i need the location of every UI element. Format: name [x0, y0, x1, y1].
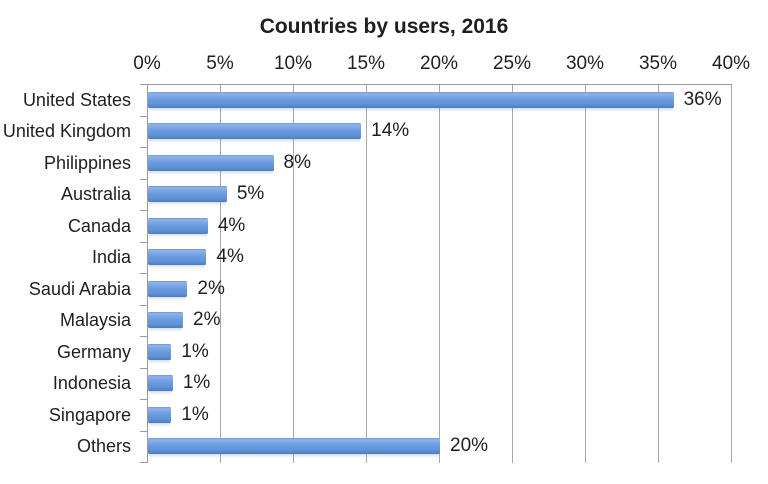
gridline-25pct — [511, 84, 513, 463]
category-label-malaysia: Malaysia — [59, 310, 131, 331]
bar-canada — [148, 217, 208, 238]
category-label-germany: Germany — [56, 341, 131, 362]
chart-title: Countries by users, 2016 — [259, 15, 509, 38]
y-axis-tick — [140, 462, 147, 463]
bar-india — [148, 249, 207, 270]
value-label-indonesia: 1% — [182, 372, 211, 394]
x-tick-label: 20% — [419, 53, 459, 74]
bar-others — [148, 438, 440, 459]
x-tick-label: 35% — [638, 53, 678, 74]
category-label-united-kingdom: United Kingdom — [2, 121, 131, 142]
value-label-united-kingdom: 14% — [371, 120, 410, 142]
category-label-united-states: United States — [22, 89, 131, 110]
y-axis-tick — [140, 273, 147, 274]
y-axis-tick — [140, 241, 147, 243]
y-axis-tick — [140, 399, 147, 400]
gridline-20pct — [438, 84, 440, 463]
category-label-india: India — [91, 247, 131, 268]
bar-united-states — [148, 91, 674, 112]
x-tick-label: 25% — [492, 53, 532, 74]
gridline-30pct — [584, 84, 586, 463]
y-axis-tick — [140, 367, 147, 369]
value-label-singapore: 1% — [181, 403, 209, 425]
category-label-australia: Australia — [60, 184, 131, 205]
y-axis-tick — [140, 115, 147, 117]
y-axis-tick — [140, 147, 147, 148]
category-label-saudi-arabia: Saudi Arabia — [28, 278, 131, 299]
y-axis-tick — [140, 430, 147, 432]
bar-indonesia — [148, 375, 173, 396]
value-label-germany: 1% — [181, 340, 209, 362]
bar-singapore — [148, 406, 172, 427]
x-tick-label: 15% — [346, 53, 386, 74]
gridline-10pct — [292, 84, 294, 463]
category-label-indonesia: Indonesia — [52, 373, 131, 394]
x-tick-label: 5% — [206, 53, 234, 74]
value-label-malaysia: 2% — [193, 309, 221, 331]
value-label-saudi-arabia: 2% — [197, 277, 225, 299]
y-axis-tick — [140, 178, 147, 180]
category-label-canada: Canada — [67, 215, 131, 236]
value-label-others: 20% — [450, 435, 489, 457]
x-tick-label: 40% — [711, 53, 751, 74]
bar-australia — [148, 186, 227, 207]
y-axis-tick — [140, 210, 147, 211]
bar-united-kingdom — [148, 123, 362, 144]
category-label-singapore: Singapore — [48, 404, 131, 425]
bar-malaysia — [148, 312, 184, 333]
gridline-15pct — [365, 84, 367, 463]
bar-saudi-arabia — [148, 280, 188, 301]
gridline-40pct — [730, 84, 732, 463]
gridline-35pct — [657, 84, 659, 463]
category-label-others: Others — [76, 436, 131, 457]
y-axis-line — [147, 84, 148, 463]
y-axis-tick — [140, 304, 147, 306]
value-label-india: 4% — [216, 246, 244, 268]
value-label-canada: 4% — [217, 214, 246, 236]
x-tick-label: 10% — [273, 53, 313, 74]
y-axis-tick — [140, 336, 147, 337]
y-axis-tick — [140, 84, 147, 85]
value-label-philippines: 8% — [283, 151, 312, 173]
gridline-5pct — [219, 84, 221, 463]
x-tick-label: 30% — [565, 53, 605, 74]
bar-philippines — [148, 154, 274, 175]
bar-germany — [148, 343, 172, 364]
value-label-australia: 5% — [236, 183, 265, 205]
x-axis-line — [147, 84, 732, 85]
x-tick-label: 0% — [133, 53, 161, 74]
value-label-united-states: 36% — [683, 88, 722, 110]
category-label-philippines: Philippines — [43, 152, 131, 173]
